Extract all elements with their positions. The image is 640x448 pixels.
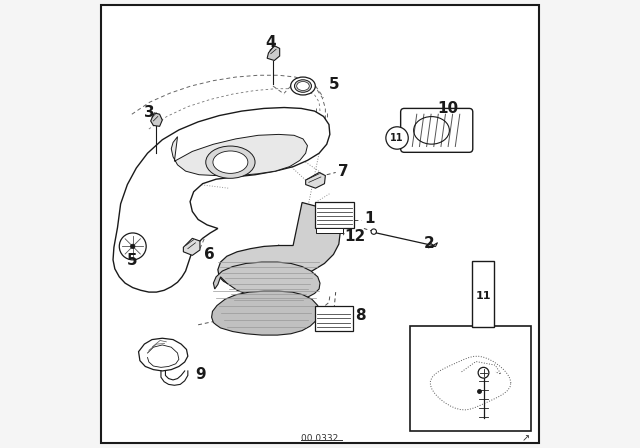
FancyBboxPatch shape bbox=[401, 108, 473, 152]
Text: 12: 12 bbox=[345, 229, 366, 244]
Polygon shape bbox=[306, 172, 325, 188]
Bar bbox=[410, 326, 531, 431]
Text: 1: 1 bbox=[364, 211, 374, 226]
Text: 11: 11 bbox=[390, 133, 404, 143]
Polygon shape bbox=[150, 113, 163, 126]
Ellipse shape bbox=[206, 146, 255, 178]
Circle shape bbox=[131, 244, 135, 249]
Polygon shape bbox=[139, 338, 188, 371]
Text: 8: 8 bbox=[355, 308, 365, 323]
Text: ↗: ↗ bbox=[521, 433, 529, 443]
Text: 4: 4 bbox=[266, 35, 276, 50]
Bar bbox=[315, 306, 353, 331]
Bar bbox=[315, 202, 354, 228]
Polygon shape bbox=[172, 134, 307, 176]
Ellipse shape bbox=[291, 77, 316, 95]
Text: 5: 5 bbox=[329, 77, 340, 92]
Polygon shape bbox=[267, 46, 280, 60]
Polygon shape bbox=[113, 108, 330, 292]
Ellipse shape bbox=[294, 80, 312, 92]
Text: 3: 3 bbox=[145, 105, 155, 121]
Text: 10: 10 bbox=[437, 101, 458, 116]
Text: 2: 2 bbox=[424, 236, 435, 251]
Text: 9: 9 bbox=[195, 366, 206, 382]
Circle shape bbox=[478, 367, 489, 378]
Circle shape bbox=[119, 233, 146, 260]
Text: 11: 11 bbox=[476, 291, 491, 301]
Polygon shape bbox=[213, 262, 320, 301]
Polygon shape bbox=[212, 291, 319, 335]
Text: 6: 6 bbox=[204, 247, 214, 262]
Text: 7: 7 bbox=[338, 164, 349, 179]
Polygon shape bbox=[218, 202, 340, 286]
Circle shape bbox=[371, 229, 376, 234]
Text: 00 0332: 00 0332 bbox=[301, 434, 339, 443]
Polygon shape bbox=[184, 238, 200, 255]
Ellipse shape bbox=[213, 151, 248, 173]
Circle shape bbox=[386, 127, 408, 149]
Bar bbox=[316, 228, 343, 233]
Bar bbox=[472, 261, 494, 327]
Ellipse shape bbox=[297, 82, 309, 90]
Text: 5: 5 bbox=[127, 253, 137, 268]
